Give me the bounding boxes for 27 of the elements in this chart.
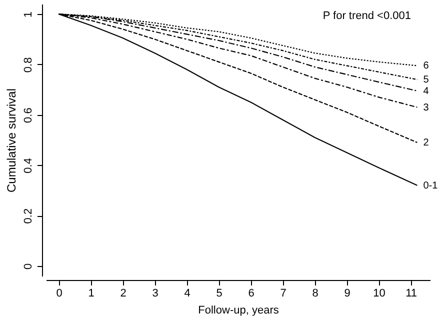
- x-tick-label: 10: [373, 288, 386, 300]
- x-tick-label: 2: [120, 288, 126, 300]
- x-tick-label: 0: [56, 288, 62, 300]
- y-tick-label: 0.6: [22, 108, 34, 123]
- y-tick-label: 0.8: [22, 57, 34, 73]
- x-tick-label: 3: [152, 288, 158, 300]
- x-tick-label: 5: [216, 288, 222, 300]
- y-axis-title: Cumulative survival: [4, 88, 18, 193]
- y-tick-label: 0.2: [22, 208, 34, 224]
- series-label: 2: [423, 138, 430, 149]
- x-tick-label: 6: [248, 288, 254, 300]
- series-label: 3: [423, 102, 430, 114]
- y-tick-label: 0: [22, 263, 34, 270]
- y-tick-label: 1: [22, 12, 34, 18]
- x-tick-label: 4: [184, 288, 190, 300]
- series-label: 0-1: [423, 180, 438, 192]
- annotation: P for trend <0.001: [322, 10, 411, 22]
- y-tick-label: 0.4: [22, 158, 34, 174]
- x-axis-title: Follow-up, years: [198, 304, 280, 316]
- x-tick-label: 9: [344, 288, 350, 300]
- series-label: 6: [423, 60, 430, 72]
- x-tick-label: 7: [280, 288, 286, 300]
- series-label: 5: [423, 74, 430, 86]
- x-tick-label: 11: [406, 288, 418, 300]
- x-tick-label: 8: [312, 288, 318, 300]
- x-tick-label: 1: [88, 288, 94, 300]
- series-label: 4: [423, 86, 430, 97]
